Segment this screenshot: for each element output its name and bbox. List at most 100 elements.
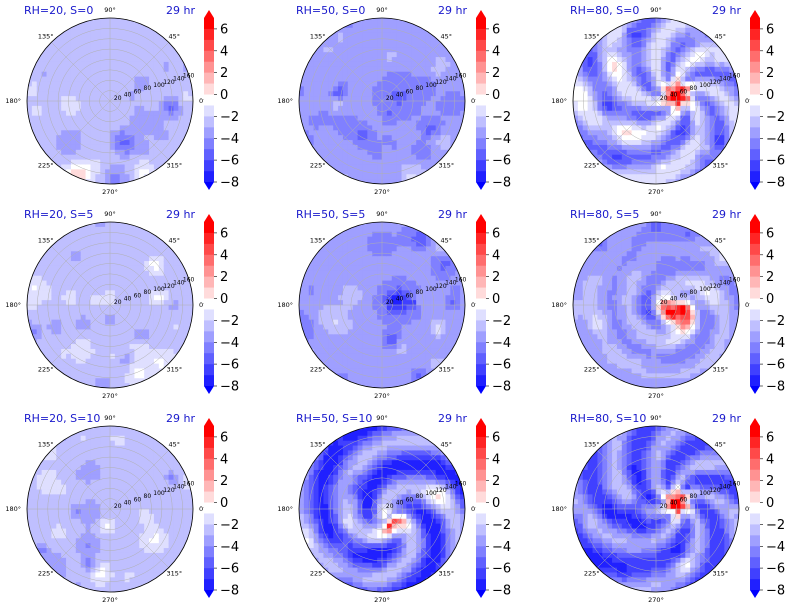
field-cell	[641, 130, 647, 136]
field-cell	[168, 314, 175, 321]
field-cell	[61, 348, 67, 355]
field-cell	[342, 246, 349, 252]
field-cell	[347, 91, 354, 97]
field-cell	[85, 236, 92, 243]
field-cell	[347, 241, 354, 248]
field-cell	[95, 329, 101, 335]
field-cell	[396, 368, 403, 374]
field-cell	[699, 135, 706, 141]
field-cell	[149, 37, 155, 44]
field-cell	[372, 52, 378, 58]
field-cell	[670, 159, 677, 166]
field-cell	[41, 110, 48, 117]
field-cell	[114, 241, 121, 248]
field-cell	[709, 110, 716, 117]
field-cell	[406, 110, 412, 117]
field-cell	[357, 329, 364, 335]
field-cell	[367, 265, 373, 272]
field-cell	[31, 76, 38, 83]
colorbar-segment	[476, 18, 486, 30]
field-cell	[656, 154, 662, 161]
field-cell	[153, 164, 160, 170]
field-cell	[119, 319, 126, 326]
field-cell	[100, 256, 106, 262]
field-cell	[75, 154, 82, 161]
field-cell	[695, 66, 701, 73]
field-cell	[299, 305, 305, 311]
field-cell	[631, 169, 638, 175]
field-cell	[357, 22, 364, 29]
field-cell	[680, 149, 686, 156]
field-cell	[699, 32, 706, 39]
field-cell	[51, 76, 57, 83]
field-cell	[178, 96, 184, 102]
field-cell	[386, 270, 393, 277]
field-cell	[724, 110, 730, 117]
field-cell	[636, 32, 642, 39]
field-cell	[367, 300, 373, 306]
field-cell	[338, 280, 344, 287]
field-cell	[129, 169, 136, 175]
field-cell	[592, 66, 599, 73]
field-cell	[129, 61, 136, 68]
field-cell	[377, 329, 383, 335]
field-cell	[85, 285, 92, 291]
field-cell	[124, 110, 131, 117]
field-cell	[396, 140, 403, 146]
radius-label: 140	[719, 76, 731, 83]
field-cell	[75, 91, 82, 97]
field-cell	[183, 57, 189, 63]
field-cell	[450, 96, 456, 102]
field-cell	[105, 66, 111, 73]
field-cell	[158, 144, 165, 151]
field-cell	[660, 86, 667, 92]
field-cell	[105, 61, 111, 68]
field-cell	[46, 309, 53, 316]
field-cell	[56, 319, 62, 326]
field-cell	[61, 368, 67, 374]
field-cell	[338, 241, 344, 248]
field-cell	[70, 130, 77, 136]
field-cell	[183, 81, 189, 87]
field-cell	[124, 130, 131, 136]
field-cell	[129, 42, 136, 48]
field-cell	[119, 154, 126, 161]
field-cell	[56, 270, 62, 277]
field-cell	[582, 81, 589, 87]
field-cell	[386, 319, 393, 326]
field-cell	[382, 18, 388, 24]
field-cell	[377, 353, 383, 360]
field-cell	[51, 135, 57, 141]
field-cell	[709, 149, 716, 156]
field-cell	[406, 305, 412, 311]
field-cell	[342, 169, 349, 175]
field-cell	[362, 179, 368, 184]
field-cell	[114, 159, 121, 166]
field-cell	[299, 130, 305, 136]
field-cell	[313, 81, 320, 87]
field-cell	[163, 140, 170, 146]
field-cell	[646, 32, 652, 39]
field-cell	[119, 57, 126, 63]
field-cell	[85, 174, 92, 180]
field-cell	[46, 319, 53, 326]
field-cell	[110, 86, 116, 92]
field-cell	[621, 169, 628, 175]
field-cell	[139, 120, 145, 127]
field-cell	[377, 110, 383, 117]
field-cell	[421, 305, 427, 311]
field-cell	[416, 86, 422, 92]
field-cell	[66, 140, 72, 146]
field-cell	[328, 37, 334, 44]
field-cell	[158, 261, 165, 267]
field-cell	[396, 275, 403, 282]
field-cell	[616, 120, 623, 127]
field-cell	[602, 154, 608, 161]
field-cell	[357, 130, 364, 136]
field-cell	[377, 140, 383, 146]
field-cell	[114, 174, 121, 180]
field-cell	[95, 261, 101, 267]
field-cell	[724, 140, 730, 146]
field-cell	[357, 42, 364, 48]
